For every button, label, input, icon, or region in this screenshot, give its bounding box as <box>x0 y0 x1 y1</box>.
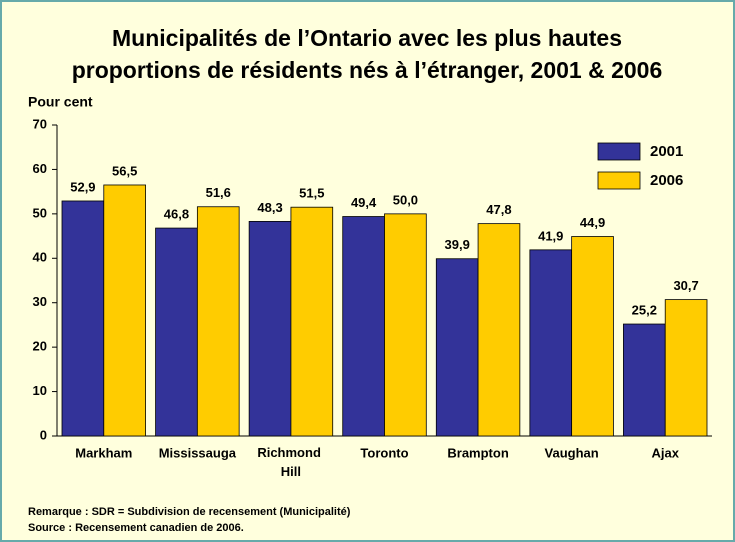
x-tick-label: Markham <box>75 445 132 460</box>
bar <box>290 206 334 437</box>
data-label: 44,9 <box>580 215 605 230</box>
bar <box>61 200 105 437</box>
x-tick-label: Ajax <box>651 445 679 460</box>
chart-title: Municipalités de l’Ontario avec les plus… <box>112 25 622 51</box>
data-label: 51,6 <box>206 185 231 200</box>
data-label: 51,5 <box>299 186 324 201</box>
legend-swatch <box>597 171 641 190</box>
bar <box>342 216 385 437</box>
data-label: 48,3 <box>257 200 282 215</box>
data-label: 52,9 <box>70 179 95 194</box>
x-tick-label: Richmond Hill <box>257 445 324 479</box>
data-label: 47,8 <box>486 202 511 217</box>
bar <box>196 206 240 437</box>
bar <box>435 258 479 437</box>
x-tick-label: Vaughan <box>545 445 599 460</box>
bar <box>103 184 146 437</box>
legend-swatch <box>597 142 641 161</box>
y-tick-label: 60 <box>33 161 47 176</box>
y-tick-label: 50 <box>33 205 47 220</box>
bar <box>477 223 521 437</box>
x-tick-label: Mississauga <box>159 445 237 460</box>
bar <box>384 213 427 437</box>
x-tick-label: Toronto <box>360 445 408 460</box>
bar <box>623 323 666 437</box>
bar <box>664 299 708 437</box>
data-label: 30,7 <box>673 278 698 293</box>
legend-label: 2006 <box>650 172 683 189</box>
data-label: 39,9 <box>445 237 470 252</box>
bar <box>155 227 198 437</box>
bar <box>248 221 292 437</box>
legend-label: 2001 <box>650 143 683 160</box>
x-tick-label: Brampton <box>447 445 508 460</box>
bar <box>571 236 614 437</box>
data-label: 50,0 <box>393 192 418 207</box>
data-label: 56,5 <box>112 163 137 178</box>
bar <box>529 249 573 437</box>
data-label: 46,8 <box>164 207 189 222</box>
data-label: 41,9 <box>538 228 563 243</box>
chart-subtitle: proportions de résidents nés à l’étrange… <box>72 57 663 83</box>
y-tick-label: 30 <box>33 294 47 309</box>
y-tick-label: 70 <box>33 116 47 131</box>
y-tick-label: 40 <box>33 250 47 265</box>
y-tick-label: 0 <box>40 427 47 442</box>
y-axis-label: Pour cent <box>28 94 93 110</box>
data-label: 49,4 <box>351 195 377 210</box>
data-label: 25,2 <box>632 302 657 317</box>
y-tick-label: 10 <box>33 383 47 398</box>
note: Source : Recensement canadien de 2006. <box>28 522 244 534</box>
y-tick-label: 20 <box>33 339 47 354</box>
note: Remarque : SDR = Subdivision de recensem… <box>28 506 351 518</box>
